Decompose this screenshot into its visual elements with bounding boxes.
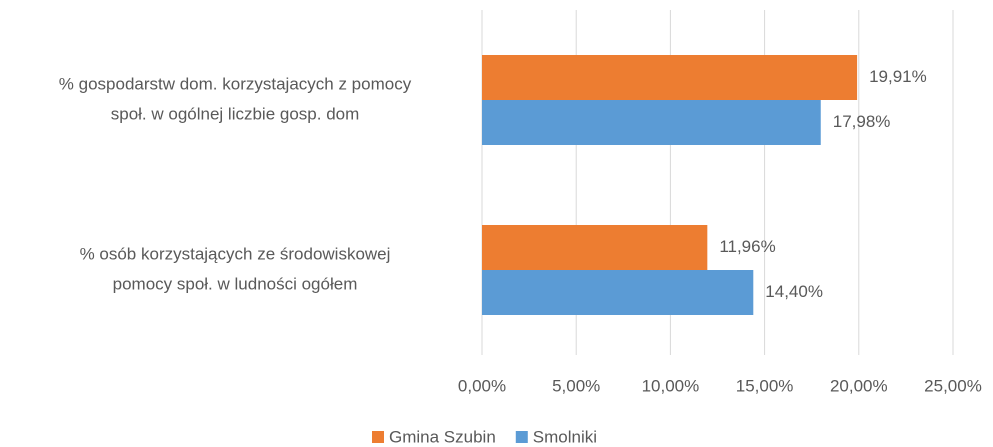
value-label: 11,96%: [719, 237, 775, 256]
bar: [482, 55, 858, 100]
bar: [482, 100, 821, 145]
value-label: 14,40%: [765, 282, 823, 301]
bar: [482, 270, 754, 315]
category-label: społ. w ogólnej liczbie gosp. dom: [111, 104, 360, 123]
legend-label: Smolniki: [533, 427, 597, 446]
x-tick-label: 5,00%: [552, 376, 600, 395]
value-label: 19,91%: [869, 67, 927, 86]
category-label: pomocy społ. w ludności ogółem: [113, 274, 358, 293]
x-tick-label: 0,00%: [458, 376, 506, 395]
legend-label: Gmina Szubin: [389, 427, 496, 446]
x-tick-label: 20,00%: [830, 376, 888, 395]
category-label: % osób korzystających ze środowiskowej: [80, 244, 391, 263]
x-tick-label: 10,00%: [642, 376, 700, 395]
legend-swatch: [372, 431, 384, 443]
value-label: 17,98%: [833, 112, 891, 131]
x-tick-label: 25,00%: [924, 376, 982, 395]
legend-swatch: [515, 431, 528, 443]
bar: [482, 225, 708, 270]
x-tick-label: 15,00%: [736, 376, 794, 395]
category-label: % gospodarstw dom. korzystajacych z pomo…: [59, 74, 412, 93]
